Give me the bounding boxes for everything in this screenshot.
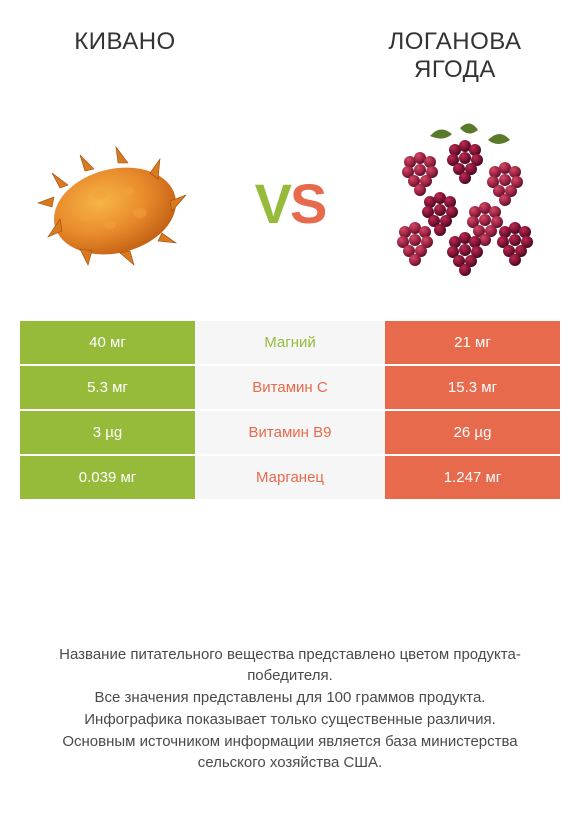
title-right-line1: ЛОГАНОВА [388,28,521,55]
header-spacer [250,28,330,83]
title-left: КИВАНО [0,28,250,83]
title-right: ЛОГАНОВА ЯГОДА [330,28,580,83]
vs-label: VS [230,171,350,236]
cell-left: 0.039 мг [20,456,195,499]
footer-line: Все значения представлены для 100 граммо… [28,687,552,709]
table-row: 40 мг Магний 21 мг [20,321,560,364]
footer-line: Название питательного вещества представл… [28,644,552,688]
vs-s: S [290,172,325,235]
header: КИВАНО ЛОГАНОВА ЯГОДА [0,0,580,83]
title-right-line2: ЯГОДА [414,56,496,83]
cell-label: Витамин B9 [195,411,385,454]
cell-right: 21 мг [385,321,560,364]
cell-label: Магний [195,321,385,364]
cell-left: 5.3 мг [20,366,195,409]
footer-note: Название питательного вещества представл… [0,644,580,775]
cell-right: 1.247 мг [385,456,560,499]
table-row: 5.3 мг Витамин C 15.3 мг [20,366,560,409]
cell-right: 15.3 мг [385,366,560,409]
kiwano-image [0,103,230,303]
cell-left: 3 µg [20,411,195,454]
cell-label: Витамин C [195,366,385,409]
vs-v: V [255,172,290,235]
loganberry-image [350,103,580,303]
nutrient-table: 40 мг Магний 21 мг 5.3 мг Витамин C 15.3… [20,321,560,499]
hero-row: VS [0,103,580,303]
footer-line: Основным источником информации является … [28,731,552,775]
table-row: 3 µg Витамин B9 26 µg [20,411,560,454]
footer-line: Инфографика показывает только существенн… [28,709,552,731]
cell-left: 40 мг [20,321,195,364]
cell-right: 26 µg [385,411,560,454]
cell-label: Марганец [195,456,385,499]
table-row: 0.039 мг Марганец 1.247 мг [20,456,560,499]
